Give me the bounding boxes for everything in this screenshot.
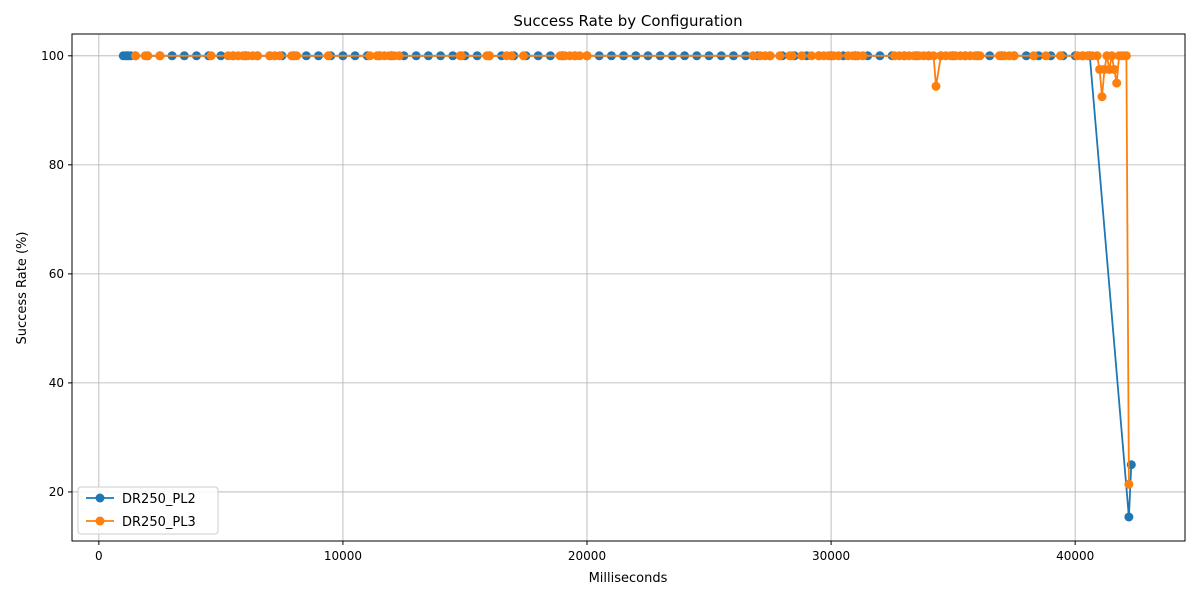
data-point <box>575 51 585 61</box>
data-point <box>484 51 494 61</box>
y-tick-label: 60 <box>49 267 64 281</box>
data-point <box>323 51 333 61</box>
data-point <box>456 51 466 61</box>
data-point <box>1107 51 1117 61</box>
data-point <box>975 51 985 61</box>
data-point <box>155 51 165 61</box>
data-point <box>394 51 404 61</box>
legend-label-series-1: DR250_PL2 <box>122 492 196 507</box>
data-point <box>1121 51 1131 61</box>
series-2 <box>131 51 1134 489</box>
y-axis-label: Success Rate (%) <box>15 232 30 345</box>
data-point <box>1124 479 1134 489</box>
tick-layer: 0 10000 20000 30000 40000 20 40 60 80 100 <box>41 49 1094 563</box>
data-point <box>365 51 375 61</box>
data-point <box>1056 51 1065 61</box>
data-point <box>765 51 775 61</box>
data-point <box>807 51 817 61</box>
data-point <box>1109 64 1119 74</box>
data-point <box>1041 51 1051 61</box>
chart-title: Success Rate by Configuration <box>513 12 742 30</box>
data-point <box>1009 51 1019 61</box>
data-point <box>1029 51 1039 61</box>
data-point <box>929 51 939 61</box>
series-layer <box>118 51 1136 522</box>
x-tick-label: 20000 <box>568 549 606 563</box>
data-point <box>787 51 797 61</box>
legend-label-series-2: DR250_PL3 <box>122 515 196 530</box>
legend-marker-series-1 <box>95 493 105 503</box>
plot-frame <box>71 33 1186 542</box>
legend: DR250_PL2 DR250_PL3 <box>77 486 219 535</box>
legend-marker-series-2 <box>95 516 105 526</box>
data-point <box>1097 92 1107 102</box>
x-tick-label: 10000 <box>324 549 362 563</box>
x-tick-label: 40000 <box>1056 549 1094 563</box>
data-point <box>1112 78 1122 88</box>
y-tick-label: 100 <box>41 49 64 63</box>
data-point <box>1124 512 1134 522</box>
x-tick-label: 0 <box>95 549 103 563</box>
data-point <box>775 51 785 61</box>
data-point <box>797 51 807 61</box>
data-point <box>275 51 284 61</box>
data-point <box>292 51 302 61</box>
data-point <box>1092 51 1102 61</box>
data-point <box>833 51 843 61</box>
x-tick-label: 30000 <box>812 549 850 563</box>
data-point <box>206 51 216 61</box>
y-tick-label: 80 <box>49 158 64 172</box>
x-axis-label: Milliseconds <box>589 571 668 586</box>
data-point <box>143 51 153 61</box>
data-point <box>748 51 758 61</box>
data-point <box>253 51 262 61</box>
data-point <box>858 51 868 61</box>
data-point <box>131 51 140 61</box>
y-tick-label: 40 <box>49 376 64 390</box>
data-point <box>582 51 592 61</box>
data-point <box>519 51 528 61</box>
data-point <box>931 81 941 91</box>
y-tick-label: 20 <box>49 485 64 499</box>
data-point <box>506 51 516 61</box>
